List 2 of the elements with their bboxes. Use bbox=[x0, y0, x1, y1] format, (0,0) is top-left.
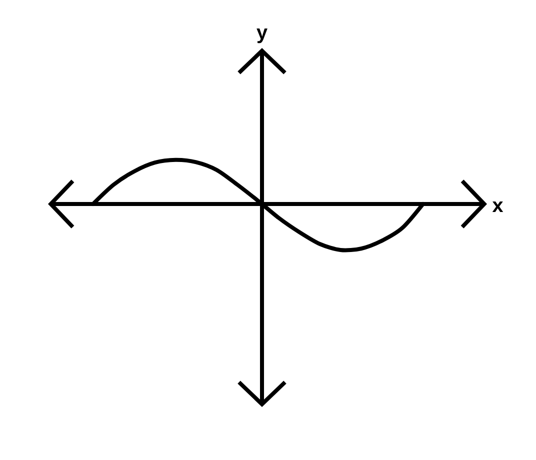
x-axis-title: x bbox=[492, 201, 504, 212]
text: y bbox=[256, 28, 268, 44]
